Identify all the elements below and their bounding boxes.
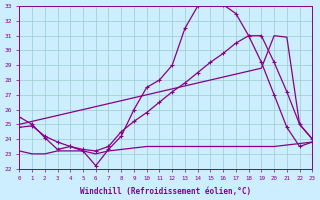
X-axis label: Windchill (Refroidissement éolien,°C): Windchill (Refroidissement éolien,°C)	[80, 187, 252, 196]
